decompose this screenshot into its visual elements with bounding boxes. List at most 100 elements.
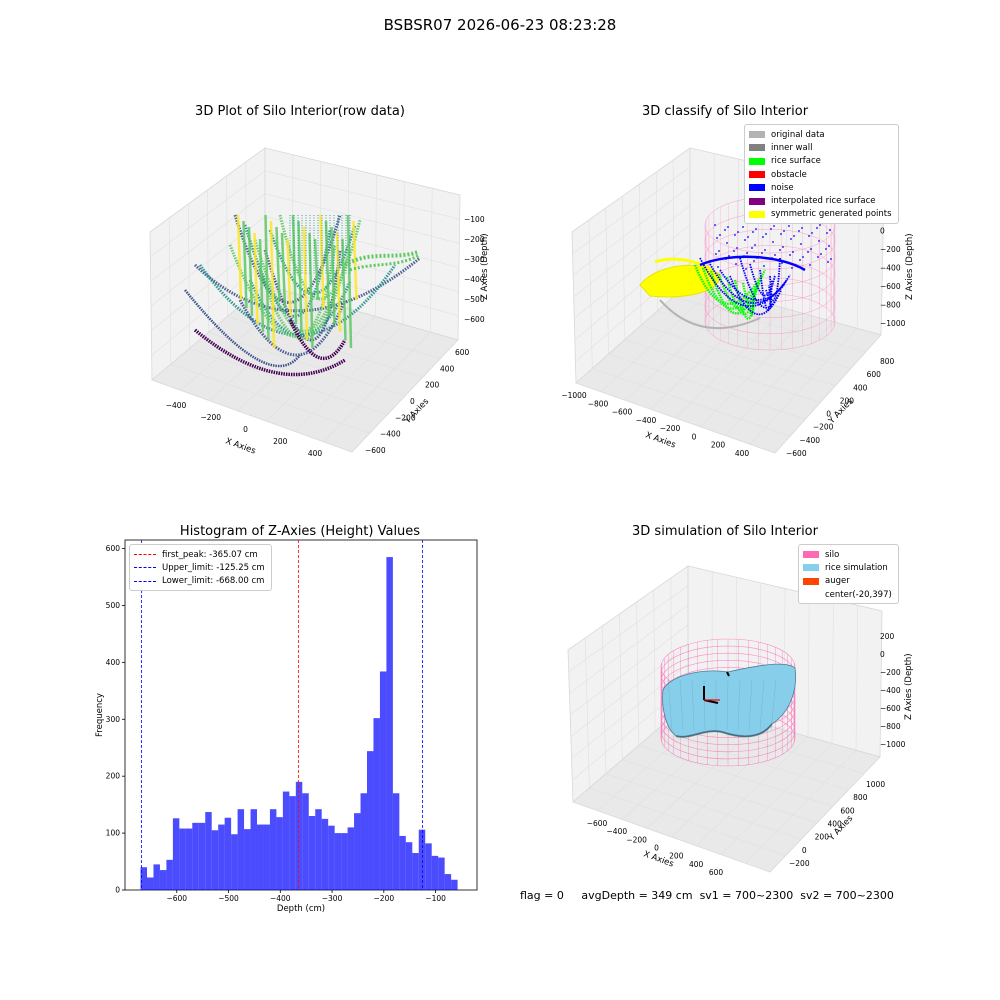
noise-dot [717, 266, 719, 268]
noise-arc [768, 275, 773, 308]
raw-z-tick-label: −600 [464, 315, 485, 324]
histogram-bar [153, 864, 160, 890]
noise-dot [793, 235, 795, 237]
simulation-x-tick-label: 200 [669, 852, 684, 861]
grid-line [831, 599, 834, 744]
grid-line [568, 585, 689, 672]
raw-z-tick-label: −200 [464, 235, 485, 244]
avg-depth-text: avgDepth = 349 cm [581, 889, 693, 902]
raw-z-ticks: −100 −200 −300 −400 −500 −600 [464, 215, 485, 324]
noise-dot [770, 228, 772, 230]
grid-line [584, 637, 590, 788]
noise-dot [817, 256, 819, 258]
grid-line [745, 750, 857, 864]
x-tick-label: −300 [322, 894, 343, 903]
noise-dot [761, 252, 763, 254]
grid-line [807, 594, 810, 737]
histogram-bar [159, 870, 167, 890]
raw-y-tick-label: −200 [395, 413, 416, 422]
simulation-y-ticks: 1000 800 600 400 200 0 −200 [789, 780, 885, 868]
noise-dot [726, 242, 728, 244]
classify-x-tick-label: 200 [711, 441, 726, 450]
simulation-y-tick-label: 800 [853, 793, 868, 802]
y-tick-label: 500 [106, 601, 121, 610]
noise-dot [798, 230, 800, 232]
grid-line [625, 295, 738, 401]
y-tick-label: 0 [115, 886, 120, 895]
histogram-bar [224, 817, 232, 890]
legend-line-sample [134, 554, 156, 556]
grid-line [170, 363, 370, 434]
classify-y-tick-label: 0 [826, 410, 831, 419]
noise-arc [765, 257, 781, 302]
noise-dot [818, 240, 820, 242]
scan-streak [269, 220, 276, 349]
histogram-bar [354, 813, 361, 890]
simulation-z-tick-label: −800 [880, 722, 901, 731]
classify-x-tick-label: 0 [692, 432, 697, 441]
classify-legend: original data inner wall rice surface obsta… [744, 124, 899, 225]
raw-z-tick-label: −100 [464, 215, 485, 224]
scan-streak [280, 232, 287, 309]
legend-item: center(-20,397) [803, 588, 892, 601]
histogram-y-ticks: 0 100 200 300 400 500 600 [106, 544, 125, 895]
raw-x-ticks: −400 −200 0 200 400 [166, 401, 323, 458]
noise-dot [751, 247, 753, 249]
legend-item: auger [803, 575, 892, 588]
scan-streak [236, 214, 243, 301]
noise-dot [779, 249, 781, 251]
grid-line [622, 195, 626, 340]
sv1-text: sv1 = 700~2300 [699, 889, 794, 902]
legend-swatch [749, 184, 765, 192]
histogram-bar [308, 816, 316, 890]
noise-dot [800, 243, 802, 245]
scan-arc [349, 253, 421, 272]
grid-line [573, 205, 691, 297]
histogram-bar [166, 859, 173, 890]
noise-arc [719, 269, 785, 301]
classify-y-tick-label: 400 [853, 383, 868, 392]
classify-x-tick-label: −800 [588, 399, 609, 408]
legend-swatch [749, 197, 765, 205]
noise-dot [728, 255, 730, 257]
noise-dot [826, 232, 828, 234]
scan-streak [341, 238, 347, 341]
noise-arc [699, 255, 806, 272]
grid-line [189, 348, 388, 415]
noise-dot [744, 239, 746, 241]
legend-item: noise [749, 181, 892, 194]
noise-dot [820, 253, 822, 255]
histogram-bar [431, 855, 439, 890]
legend-label: Upper_limit: -125.25 cm [162, 562, 265, 573]
noise-dot [825, 248, 827, 250]
rice-surface-arc [693, 264, 767, 305]
grid-line [574, 224, 691, 319]
simulation-x-tick-label: −200 [626, 835, 647, 844]
classify-y-tick-label: 600 [867, 370, 882, 379]
noise-dot [746, 252, 748, 254]
scan-streak [335, 232, 342, 333]
histogram-bar [341, 833, 348, 890]
legend-label: silo [825, 549, 840, 560]
legend-label: inner wall [771, 142, 813, 153]
legend-label: first_peak: -365.07 cm [162, 549, 258, 560]
grid-line [150, 170, 266, 257]
noise-arc [739, 257, 779, 309]
histogram-bar [334, 833, 342, 890]
noise-dot [763, 265, 765, 267]
simulation-panel-title: 3D simulation of Silo Interior [632, 524, 818, 539]
raw-y-tick-label: 0 [410, 397, 415, 406]
histogram-bar [192, 822, 199, 890]
noise-dot [716, 237, 718, 239]
x-tick-label: −400 [270, 894, 291, 903]
grid-line [264, 261, 459, 317]
noise-dot [733, 250, 735, 252]
classify-point-cloud [639, 196, 836, 351]
simulation-legend: silo rice simulation auger center(-20,397) [798, 544, 899, 605]
noise-dot [754, 244, 756, 246]
scan-streak [264, 214, 270, 341]
simulation-x-tick-label: 400 [689, 860, 704, 869]
scan-streak [247, 226, 254, 317]
scan-streak [352, 220, 358, 301]
classify-x-tick-label: 400 [735, 449, 750, 458]
